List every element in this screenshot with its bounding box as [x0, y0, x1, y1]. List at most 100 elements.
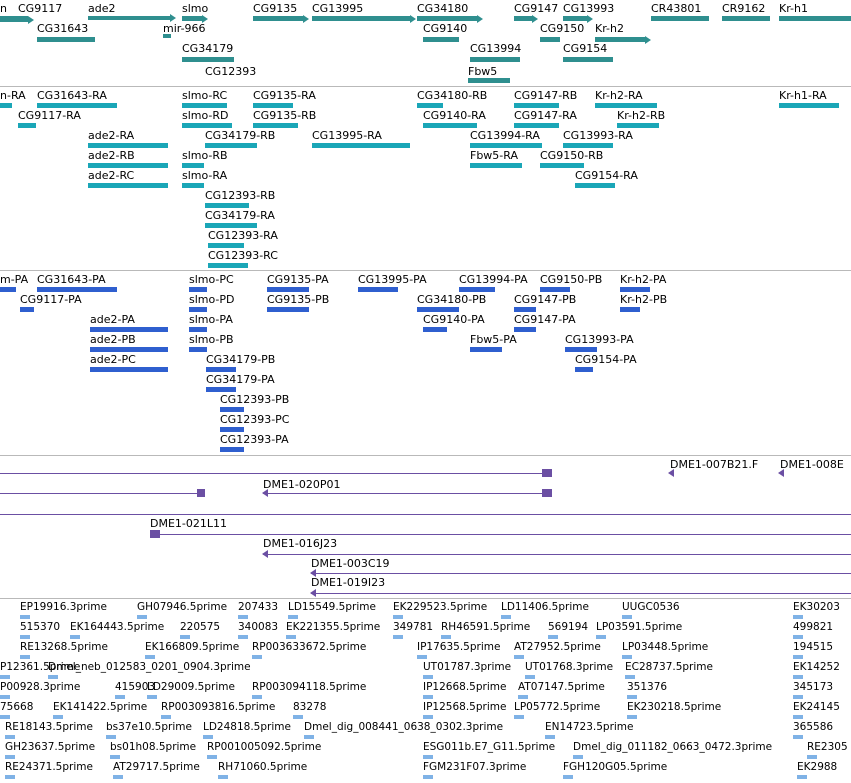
est-feature[interactable] — [53, 715, 63, 719]
transcript-feature[interactable] — [423, 123, 477, 128]
est-feature[interactable] — [393, 635, 403, 639]
protein-feature[interactable] — [206, 367, 236, 372]
est-feature[interactable] — [525, 675, 535, 679]
feature-label-ut01787-3prime[interactable]: UT01787.3prime — [423, 661, 512, 673]
transcript-feature[interactable] — [182, 183, 204, 188]
feature-label-cg12393-pc[interactable]: CG12393-PC — [220, 413, 290, 426]
feature-label-dme1-020p01[interactable]: DME1-020P01 — [263, 478, 341, 491]
est-feature[interactable] — [793, 735, 803, 739]
transcript-feature[interactable] — [0, 103, 12, 108]
est-feature[interactable] — [622, 655, 632, 659]
est-feature[interactable] — [252, 695, 262, 699]
feature-label-cg34180-rb[interactable]: CG34180-RB — [417, 89, 488, 102]
est-feature[interactable] — [0, 715, 10, 719]
feature-label-ld24818-5prime[interactable]: LD24818.5prime — [203, 721, 291, 733]
feature-label-cg12393[interactable]: CG12393 — [205, 65, 257, 78]
feature-label-dme1-008e[interactable]: DME1-008E — [780, 458, 844, 471]
feature-label-fgh120g05-5prime[interactable]: FGH120G05.5prime — [563, 761, 668, 773]
feature-label-340083[interactable]: 340083 — [238, 621, 279, 633]
feature-label-kr-h2-rb[interactable]: Kr-h2-RB — [617, 109, 666, 122]
feature-label-cg12393-rc[interactable]: CG12393-RC — [208, 249, 278, 262]
gene-feature[interactable] — [468, 78, 510, 83]
feature-label-cg9150-rb[interactable]: CG9150-RB — [540, 149, 604, 162]
est-feature[interactable] — [573, 755, 583, 759]
transcript-feature[interactable] — [617, 123, 659, 128]
feature-label-dme1-003c19[interactable]: DME1-003C19 — [311, 557, 390, 570]
transcript-feature[interactable] — [595, 103, 657, 108]
est-feature[interactable] — [423, 755, 433, 759]
est-feature[interactable] — [518, 695, 528, 699]
feature-label-cg9135-pb[interactable]: CG9135-PB — [267, 293, 330, 306]
feature-label-cg12393-ra[interactable]: CG12393-RA — [208, 229, 278, 242]
feature-label-ek14252[interactable]: EK14252 — [793, 661, 840, 673]
transcript-feature[interactable] — [470, 163, 522, 168]
feature-label-cg9135-ra[interactable]: CG9135-RA — [253, 89, 316, 102]
feature-label-p12361-5prime[interactable]: P12361.5prime — [0, 661, 81, 673]
transcript-feature[interactable] — [88, 143, 168, 148]
feature-label-cr9162[interactable]: CR9162 — [722, 2, 766, 15]
feature-label-p00928-3prime[interactable]: P00928.3prime — [0, 681, 81, 693]
feature-label-cg34179-pb[interactable]: CG34179-PB — [206, 353, 276, 366]
transcript-feature[interactable] — [182, 163, 204, 168]
est-feature[interactable] — [627, 695, 637, 699]
feature-label-cg12393-pb[interactable]: CG12393-PB — [220, 393, 290, 406]
bac-clone-end[interactable] — [197, 489, 205, 497]
feature-label-re13268-5prime[interactable]: RE13268.5prime — [20, 641, 108, 653]
protein-feature[interactable] — [0, 287, 16, 292]
feature-label-cg9135[interactable]: CG9135 — [253, 2, 298, 15]
protein-feature[interactable] — [220, 407, 244, 412]
est-feature[interactable] — [304, 735, 314, 739]
gene-feature[interactable] — [563, 16, 587, 21]
transcript-feature[interactable] — [182, 103, 227, 108]
gene-feature[interactable] — [182, 57, 234, 62]
feature-label-kr-h2-pb[interactable]: Kr-h2-PB — [620, 293, 668, 306]
feature-label-cg9147[interactable]: CG9147 — [514, 2, 559, 15]
est-feature[interactable] — [238, 615, 248, 619]
feature-label-slmo-ra[interactable]: slmo-RA — [182, 169, 228, 182]
feature-label-esg011b-e7-g11-5prime[interactable]: ESG011b.E7_G11.5prime — [423, 741, 556, 753]
feature-label-cg9150-pb[interactable]: CG9150-PB — [540, 273, 603, 286]
est-feature[interactable] — [625, 675, 635, 679]
protein-feature[interactable] — [575, 367, 593, 372]
feature-label-cg9154[interactable]: CG9154 — [563, 42, 608, 55]
feature-label-slmo-rd[interactable]: slmo-RD — [182, 109, 229, 122]
bac-clone-line[interactable] — [263, 554, 851, 555]
transcript-feature[interactable] — [253, 103, 293, 108]
feature-label-365586[interactable]: 365586 — [793, 721, 834, 733]
est-feature[interactable] — [0, 675, 10, 679]
transcript-feature[interactable] — [514, 123, 559, 128]
feature-label-kr-h2[interactable]: Kr-h2 — [595, 22, 624, 35]
feature-label-345173[interactable]: 345173 — [793, 681, 834, 693]
feature-label-kr-h1-ra[interactable]: Kr-h1-RA — [779, 89, 827, 102]
feature-label-ek166809-5prime[interactable]: EK166809.5prime — [145, 641, 240, 653]
feature-label-569194[interactable]: 569194 — [548, 621, 589, 633]
est-feature[interactable] — [417, 655, 427, 659]
feature-label-slmo-pd[interactable]: slmo-PD — [189, 293, 235, 306]
gene-feature[interactable] — [779, 16, 851, 21]
est-feature[interactable] — [793, 695, 803, 699]
protein-feature[interactable] — [540, 287, 570, 292]
feature-label-mir-966[interactable]: mir-966 — [163, 22, 206, 35]
feature-label-cr43801[interactable]: CR43801 — [651, 2, 702, 15]
transcript-feature[interactable] — [208, 243, 244, 248]
feature-label-kr-h2-pa[interactable]: Kr-h2-PA — [620, 273, 667, 286]
est-feature[interactable] — [115, 695, 125, 699]
transcript-feature[interactable] — [205, 203, 249, 208]
est-feature[interactable] — [5, 735, 15, 739]
protein-feature[interactable] — [90, 347, 168, 352]
est-feature[interactable] — [793, 635, 803, 639]
feature-label-at07147-5prime[interactable]: AT07147.5prime — [518, 681, 605, 693]
feature-label-dmel-dig-008441-0638-0302-3prime[interactable]: Dmel_dig_008441_0638_0302.3prime — [304, 721, 504, 733]
est-feature[interactable] — [20, 615, 30, 619]
est-feature[interactable] — [545, 735, 555, 739]
feature-label-cg13995[interactable]: CG13995 — [312, 2, 364, 15]
transcript-feature[interactable] — [88, 183, 168, 188]
transcript-feature[interactable] — [470, 143, 542, 148]
feature-label-cg12393-pa[interactable]: CG12393-PA — [220, 433, 289, 446]
feature-label-ek230218-5prime[interactable]: EK230218.5prime — [627, 701, 722, 713]
feature-label-cg13995-ra[interactable]: CG13995-RA — [312, 129, 382, 142]
feature-label-cg31643[interactable]: CG31643 — [37, 22, 89, 35]
est-feature[interactable] — [622, 615, 632, 619]
feature-label-cg9147-ra[interactable]: CG9147-RA — [514, 109, 577, 122]
est-feature[interactable] — [110, 755, 120, 759]
